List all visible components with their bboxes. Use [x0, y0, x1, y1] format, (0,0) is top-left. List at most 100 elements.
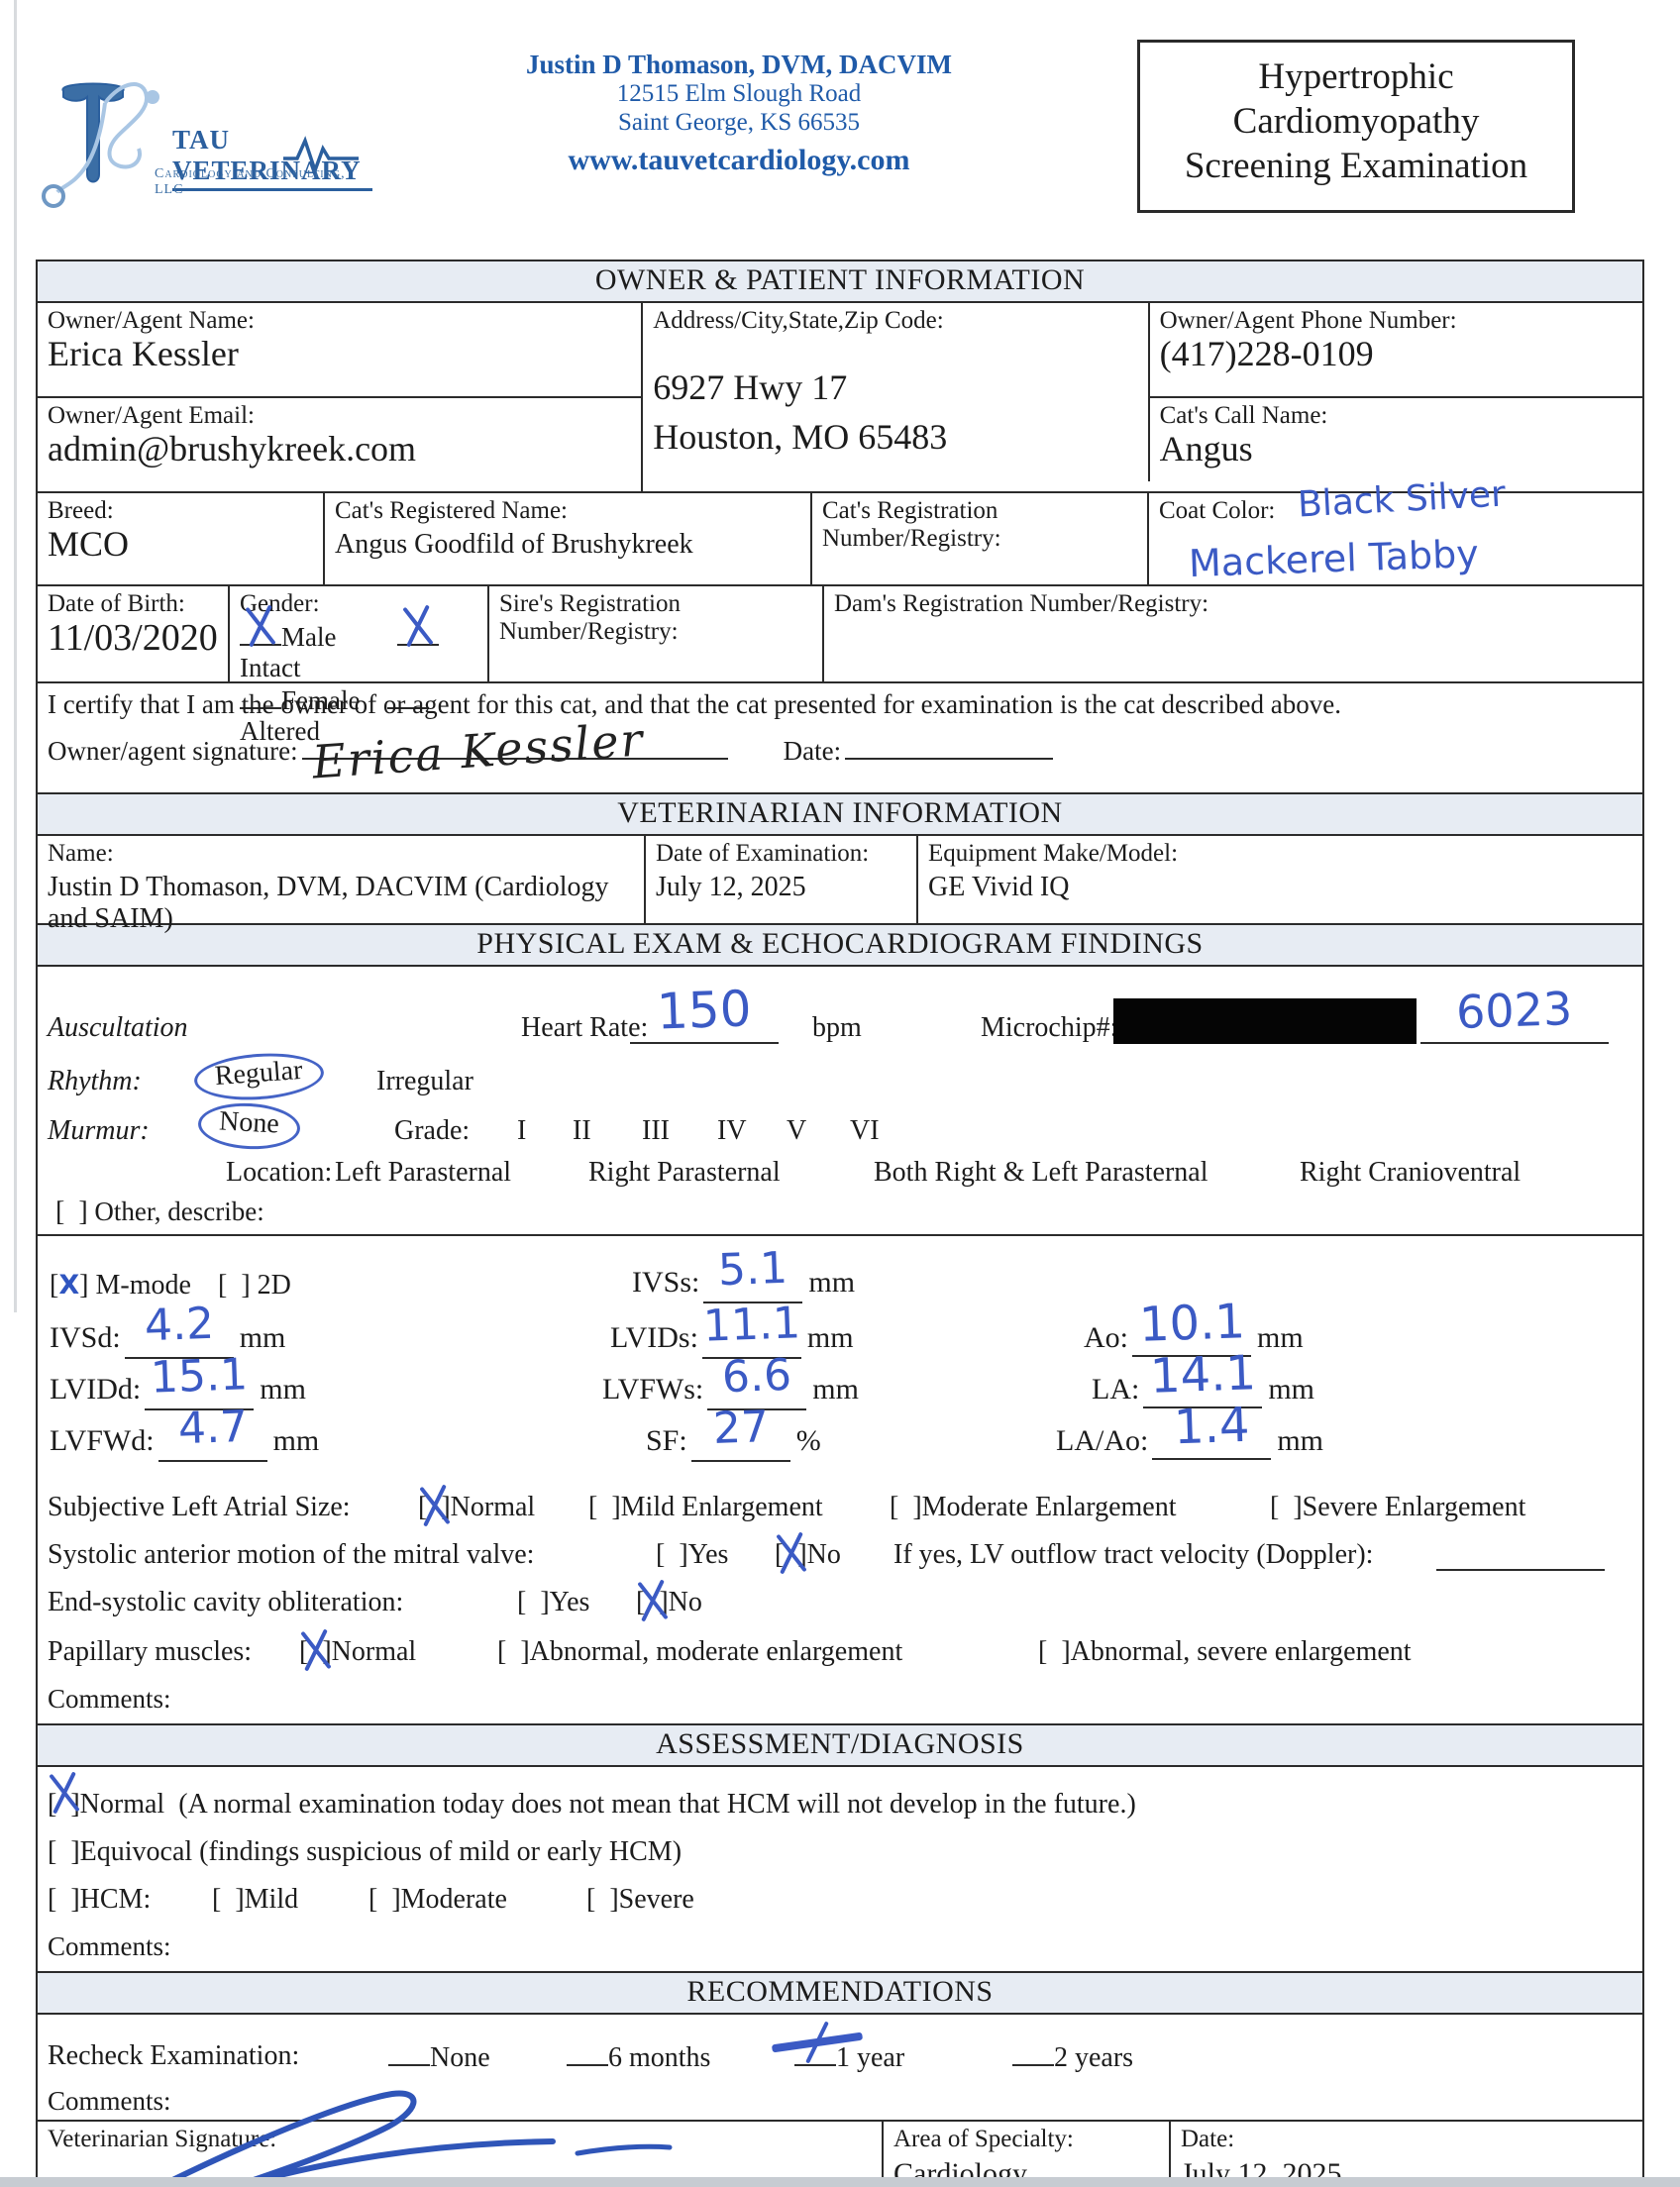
- assessment-block: [] Normal (A normal examination today doe…: [38, 1767, 1642, 1971]
- owner-section-header: OWNER & PATIENT INFORMATION: [38, 261, 1642, 303]
- recheck-none-label: None: [430, 2042, 490, 2073]
- form-title-line1: Hypertrophic: [1258, 56, 1454, 97]
- ivsd-measurement: IVSd: 4.2 mm: [50, 1299, 285, 1359]
- grade-option-5: V: [787, 1115, 807, 1146]
- bracket-open: [: [48, 1884, 57, 1915]
- recommendations-block: Recheck Examination: None 6 months 1 yea…: [38, 2015, 1642, 2120]
- papillary-normal-checkbox: [] Normal: [299, 1628, 416, 1672]
- screening-form: OWNER & PATIENT INFORMATION Owner/Agent …: [36, 260, 1644, 2187]
- bracket-open: [: [775, 1539, 785, 1570]
- cat-call-name-cell: Cat's Call Name: Angus: [1150, 398, 1642, 491]
- la-measurement: LA: 14.1 mm: [1092, 1345, 1314, 1408]
- bracket-close: ]: [78, 1197, 88, 1227]
- rhythm-irregular-option: Irregular: [376, 1066, 473, 1096]
- recommendations-section-header: RECOMMENDATIONS: [38, 1971, 1642, 2015]
- la-ao-line: 1.4: [1152, 1398, 1272, 1460]
- bracket-close: ]: [611, 1492, 621, 1522]
- grade-option-1: I: [517, 1115, 527, 1146]
- tau-veterinary-logo: TAU VETERINARY Cardiology and Consulting…: [36, 63, 372, 212]
- lvids-measurement: LVIDs: 11.1 mm: [610, 1298, 854, 1359]
- ivss-handwriting: 5.1: [717, 1242, 789, 1297]
- bracket-close: ]: [322, 1636, 332, 1667]
- heart-rate-label: Heart Rate:: [521, 1012, 649, 1043]
- bracket-open: [: [218, 1270, 228, 1301]
- recommendations-comments-label: Comments:: [48, 2086, 171, 2116]
- bracket-close: ]: [659, 1587, 669, 1617]
- exam-date-value: July 12, 2025: [656, 872, 806, 902]
- coat-color-cell: Coat Color: Black Silver Mackerel Tabby: [1149, 474, 1642, 586]
- gender-intact-label: Intact: [240, 653, 301, 682]
- sf-handwriting: 27: [711, 1402, 770, 1454]
- cat-call-name-value: Angus: [1159, 429, 1253, 469]
- brand-subtitle: Cardiology and Consulting, LLC: [155, 166, 346, 197]
- ivsd-line: 4.2: [124, 1299, 234, 1359]
- vet-name-label: Name:: [48, 840, 114, 867]
- bracket-close: ]: [70, 1884, 80, 1915]
- recheck-2years-blank: [1012, 2040, 1054, 2066]
- sam-followup-line: [1436, 1539, 1605, 1571]
- grade-option-4: IV: [717, 1115, 747, 1146]
- clinic-website-link: www.tauvetcardiology.com: [568, 143, 910, 176]
- assessment-normal-note: (A normal examination today does not mea…: [178, 1789, 1136, 1820]
- sam-no-label: No: [806, 1539, 841, 1570]
- bracket-open: [: [368, 1884, 378, 1915]
- vet-name-value: Justin D Thomason, DVM, DACVIM (Cardiolo…: [48, 872, 609, 934]
- vet-signature-cell: Veterinarian Signature:: [38, 2090, 884, 2187]
- ao-handwriting: 10.1: [1137, 1294, 1246, 1353]
- recheck-1year-label: 1 year: [836, 2042, 905, 2073]
- twod-checkbox: [] 2D: [218, 1270, 291, 1302]
- certification-text: I certify that I am the owner of or agen…: [48, 689, 1341, 719]
- certification-row: I certify that I am the owner of or agen…: [38, 681, 1642, 792]
- tau-t-glyph: [61, 82, 125, 183]
- equipment-cell: Equipment Make/Model: GE Vivid IQ: [918, 836, 1642, 923]
- coat-color-handwriting-line2: Mackerel Tabby: [1188, 531, 1480, 586]
- papillary-abnormal-severe-checkbox: []Abnormal, severe enlargement: [1038, 1636, 1412, 1668]
- lvfwd-handwriting: 4.7: [176, 1401, 249, 1455]
- owner-signature-label: Owner/agent signature:: [48, 736, 298, 766]
- subjective-la-severe-label: Severe Enlargement: [1302, 1492, 1526, 1522]
- bracket-open: [: [656, 1539, 666, 1570]
- ivss-line: 5.1: [703, 1243, 803, 1303]
- lvidd-unit: mm: [260, 1373, 306, 1406]
- microchip-label: Microchip#:: [981, 1012, 1118, 1043]
- vet-info-row: Name: Justin D Thomason, DVM, DACVIM (Ca…: [38, 836, 1642, 934]
- form-title-box: Hypertrophic Cardiomyopathy Screening Ex…: [1137, 40, 1575, 214]
- sf-label: SF:: [646, 1424, 687, 1457]
- breed-cell: Breed: MCO: [38, 493, 325, 584]
- other-describe-checkbox: [] Other, describe:: [55, 1197, 264, 1228]
- microchip-line: 6023: [1420, 982, 1609, 1044]
- gender-cell: Gender: Male Intact Female Altered: [230, 586, 489, 746]
- papillary-abnormal-moderate-label: Abnormal, moderate enlargement: [529, 1636, 903, 1667]
- owner-phone-value: (417)228-0109: [1159, 334, 1374, 373]
- brand-name: TAU VETERINARY: [172, 125, 372, 191]
- grade-option-6: VI: [850, 1115, 880, 1146]
- auscultation-block: Auscultation Heart Rate: 150 bpm Microch…: [38, 967, 1642, 1234]
- lvidd-handwriting: 15.1: [150, 1349, 250, 1404]
- recheck-1year-option: 1 year: [771, 2021, 905, 2074]
- bracket-close: ]: [609, 1884, 619, 1915]
- hcm-severe-label: Severe: [618, 1884, 694, 1915]
- ekg-line-icon: [283, 136, 359, 176]
- certification-date-line: [845, 758, 1054, 760]
- hcm-mild-checkbox: []Mild: [212, 1884, 298, 1916]
- assessment-section-header: ASSESSMENT/DIAGNOSIS: [38, 1723, 1642, 1767]
- bracket-close: ]: [441, 1492, 451, 1522]
- scan-artifact-left: [14, 0, 17, 1312]
- recheck-2years-option: 2 years: [1012, 2040, 1133, 2074]
- la-line: 14.1: [1143, 1345, 1263, 1408]
- gender-female-blank: [240, 683, 281, 709]
- grade-option-2: II: [573, 1115, 591, 1146]
- lvidd-label: LVIDd:: [50, 1373, 142, 1406]
- gender-altered-blank: [386, 683, 429, 709]
- gender-label: Gender:: [240, 590, 320, 617]
- gender-altered-label: Altered: [240, 716, 320, 746]
- lvfwd-line: 4.7: [158, 1402, 267, 1462]
- sam-yes-label: Yes: [687, 1539, 729, 1570]
- owner-name-value: Erica Kessler: [48, 334, 239, 373]
- registration-number-label: Cat's Registration Number/Registry:: [822, 497, 1001, 552]
- tau-logo-graphic: [42, 82, 359, 208]
- sam-no-checkbox: [] No: [775, 1531, 841, 1575]
- esco-yes-checkbox: []Yes: [517, 1587, 589, 1618]
- location-label: Location:: [226, 1157, 333, 1188]
